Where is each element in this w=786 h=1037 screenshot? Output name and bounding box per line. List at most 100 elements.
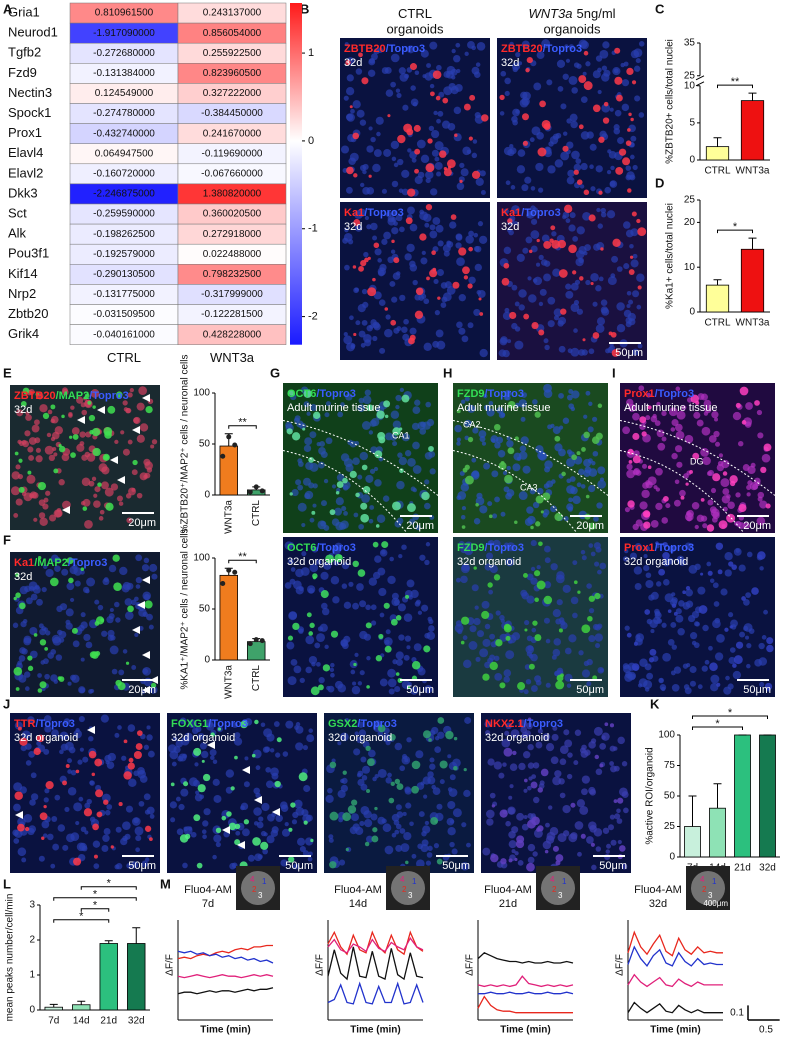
column-header: WNT3a5ng/ml (528, 6, 615, 21)
nucleus (402, 756, 411, 765)
nucleus (144, 793, 151, 800)
nucleus (671, 453, 677, 459)
nucleus (295, 479, 301, 485)
signal (348, 805, 356, 813)
nucleus (690, 632, 697, 639)
nucleus (559, 425, 563, 429)
bar (706, 147, 728, 160)
nucleus (611, 840, 617, 846)
nucleus (387, 773, 392, 778)
image-note: 32d organoid (485, 732, 549, 744)
nucleus (651, 416, 658, 423)
signal (308, 631, 313, 636)
signal (559, 269, 568, 278)
nucleus (93, 494, 97, 498)
nucleus (648, 476, 657, 485)
nucleus (645, 687, 650, 692)
nucleus (266, 780, 274, 788)
nucleus (526, 679, 531, 684)
y-tick-label: 25 (664, 821, 676, 832)
cell-label: 0.798232500 (203, 269, 262, 280)
nucleus (479, 648, 488, 657)
nucleus (110, 635, 115, 640)
signal (532, 620, 537, 625)
nucleus (494, 673, 502, 681)
nucleus (518, 289, 527, 298)
signal (718, 569, 723, 574)
nucleus (572, 236, 578, 242)
signal (27, 471, 31, 475)
nucleus (436, 330, 444, 338)
signal (489, 515, 493, 519)
nucleus (504, 78, 511, 85)
gene-label: Grik4 (8, 326, 39, 341)
signal (663, 496, 669, 502)
nucleus (536, 132, 544, 140)
nucleus (352, 686, 360, 694)
nucleus (560, 793, 566, 799)
nucleus (423, 795, 427, 799)
significance-label: * (728, 707, 733, 719)
nucleus (407, 206, 415, 214)
nucleus (424, 479, 429, 484)
color-tick-label: -1 (308, 223, 318, 235)
nucleus (101, 481, 109, 489)
signal (700, 573, 703, 576)
nucleus (528, 857, 535, 864)
nucleus (346, 114, 353, 121)
signal (423, 730, 431, 738)
nucleus (618, 840, 622, 844)
nucleus (380, 549, 388, 557)
header-part: 5ng/ml (577, 6, 616, 21)
nucleus (763, 610, 768, 615)
nucleus (352, 603, 359, 610)
nucleus (451, 75, 455, 79)
nucleus (507, 339, 511, 343)
nucleus (410, 264, 418, 272)
signal (44, 647, 48, 651)
nucleus (685, 435, 694, 444)
signal (502, 278, 510, 286)
nucleus (595, 625, 601, 631)
nucleus (411, 99, 419, 107)
nucleus (51, 816, 57, 822)
x-axis-label: Time (min) (500, 1025, 550, 1036)
panel-letter: E (3, 365, 12, 380)
signal (73, 434, 79, 440)
nucleus (747, 552, 753, 558)
signal (68, 578, 74, 584)
nucleus (487, 501, 492, 506)
stain-part: /Topro3 (316, 388, 356, 400)
bar (685, 827, 701, 858)
signal (709, 662, 718, 671)
nucleus (305, 635, 314, 644)
cell-label: -0.040161000 (93, 329, 155, 340)
data-point (232, 570, 237, 575)
nucleus (24, 636, 32, 644)
nucleus (100, 510, 105, 515)
nucleus (723, 687, 731, 695)
nucleus (327, 788, 333, 794)
nucleus (757, 432, 763, 438)
nucleus (475, 264, 482, 271)
x-tick-label: 7d (48, 1016, 59, 1027)
nucleus (597, 466, 605, 474)
nucleus (36, 448, 41, 453)
nucleus (344, 602, 351, 609)
nucleus (646, 673, 653, 680)
stain-label: FOXG1/Topro3 (171, 718, 248, 730)
cell-label: -0.290130500 (93, 269, 155, 280)
nucleus (633, 165, 638, 170)
nucleus (430, 224, 436, 230)
signal (574, 170, 579, 175)
nucleus (261, 803, 269, 811)
signal (479, 297, 482, 300)
nucleus (338, 817, 343, 822)
signal (428, 446, 434, 452)
signal (469, 95, 475, 101)
signal (628, 113, 631, 116)
nucleus (636, 58, 641, 63)
nucleus (425, 402, 431, 408)
signal (407, 188, 415, 196)
nucleus (462, 335, 469, 342)
